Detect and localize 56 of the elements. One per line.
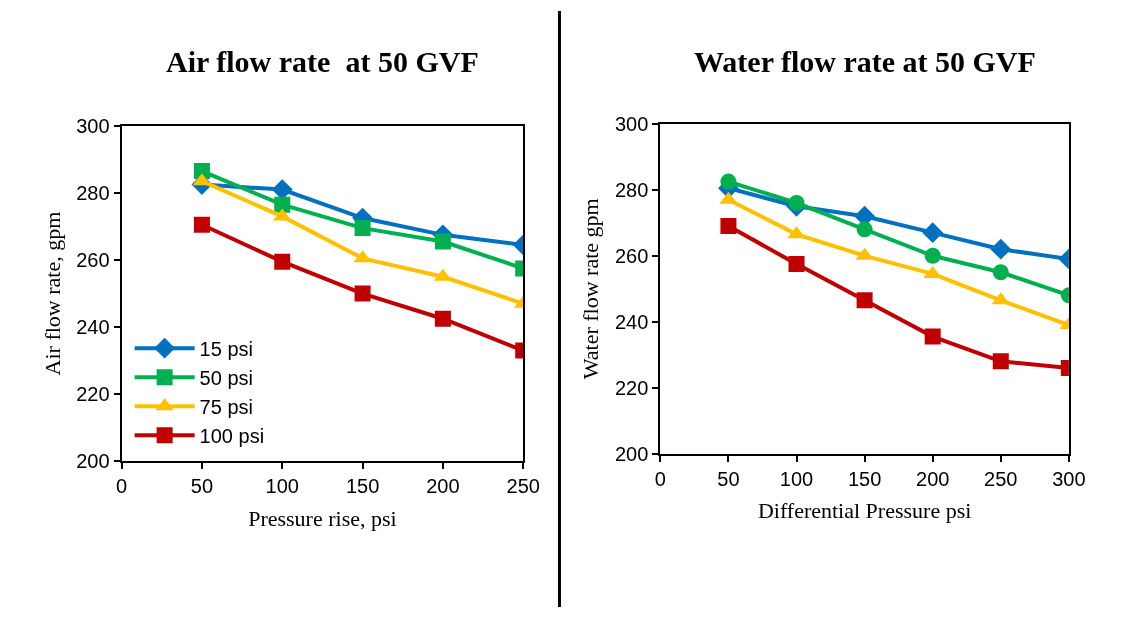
point (922, 222, 944, 244)
y-tick-label: 260 (76, 249, 110, 271)
y-tick-label: 260 (614, 244, 649, 267)
y-tick-label: 240 (76, 316, 110, 339)
x-tick-label: 250 (506, 475, 540, 498)
y-tick-label: 300 (76, 114, 110, 137)
y-axis-title: Water flow rate gpm (578, 198, 604, 380)
y-tick-label: 240 (614, 310, 649, 333)
point (193, 216, 210, 233)
point (274, 196, 291, 213)
x-tick-label: 150 (345, 475, 380, 498)
chart-title: Air flow rate at 50 GVF (166, 45, 479, 78)
x-axis-title: Pressure rise, psi (248, 505, 397, 531)
x-axis-title: Differential Pressure psi (757, 498, 972, 524)
point (720, 218, 737, 235)
x-tick-label: 100 (265, 475, 299, 498)
point (990, 238, 1012, 260)
point (856, 221, 873, 238)
point (720, 173, 737, 190)
x-tick-label: 200 (916, 467, 950, 490)
point (924, 328, 941, 345)
y-tick-label: 220 (614, 376, 649, 399)
legend-label: 15 psi (199, 337, 253, 360)
legend-label: 100 psi (199, 424, 265, 447)
y-tick-label: 300 (614, 112, 649, 135)
x-tick-label: 100 (779, 467, 814, 490)
point (434, 233, 451, 250)
point (434, 310, 451, 327)
point (992, 264, 1009, 281)
x-tick-label: 0 (116, 475, 128, 498)
y-tick-label: 200 (614, 442, 649, 465)
y-tick-label: 280 (76, 181, 110, 204)
point (354, 285, 371, 302)
x-tick-label: 200 (426, 475, 460, 498)
point (271, 179, 293, 200)
y-tick-label: 280 (614, 178, 649, 201)
y-tick-label: 220 (76, 383, 110, 406)
x-tick-label: 300 (1052, 467, 1086, 490)
point (354, 220, 371, 237)
y-axis-title: Air flow rate, gpm (39, 211, 65, 376)
chart-title: Water flow rate at 50 GVF (694, 45, 1036, 78)
x-tick-label: 50 (717, 467, 740, 490)
y-tick-label: 200 (76, 450, 110, 473)
legend-label: 50 psi (199, 366, 253, 389)
x-tick-label: 250 (984, 467, 1018, 490)
point (193, 163, 210, 180)
point (856, 292, 873, 309)
point (924, 247, 941, 264)
point (992, 353, 1009, 370)
x-tick-label: 0 (654, 467, 666, 490)
x-tick-label: 50 (190, 475, 214, 498)
point (788, 194, 805, 211)
point (274, 253, 291, 270)
point (788, 256, 805, 273)
legend-label: 75 psi (199, 395, 253, 418)
x-tick-label: 150 (847, 467, 882, 490)
